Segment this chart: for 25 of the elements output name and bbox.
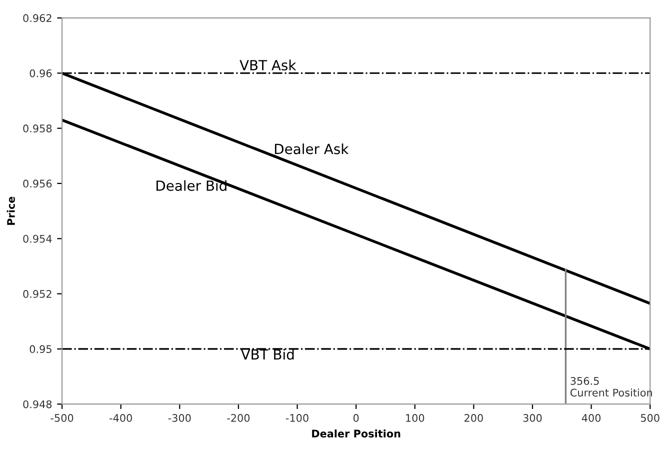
y-tick-label: 0.958 [23,124,52,132]
y-tick-label: 0.954 [23,234,52,243]
x-tick-label: -300 [168,414,191,422]
x-tick-label: -100 [286,414,308,422]
x-tick-label: 400 [582,414,601,422]
y-tick-label: 0.962 [23,14,52,22]
x-tick-label: -400 [110,414,132,422]
x-tick-label: 500 [640,414,660,422]
x-tick-label: 200 [464,414,483,422]
x-tick-label: -500 [50,414,74,422]
ref-line-label: VBT Ask [240,60,296,70]
x-tick-label: -200 [227,414,250,422]
x-axis-title: Dealer Position [312,429,400,438]
x-tick-label: 300 [523,414,542,422]
x-tick-label: 100 [406,414,424,422]
y-axis-title: Price [6,196,15,225]
y-tick-label: 0.952 [23,290,52,298]
y-tick-label: 0.948 [23,400,52,408]
y-tick-label: 0.96 [30,69,52,78]
y-tick-label: 0.956 [23,180,52,188]
annotation: 356.5 Current Position [570,377,652,397]
annotation: Dealer Ask [274,143,349,154]
y-tick-label: 0.95 [30,345,52,354]
x-tick-label: 0 [353,414,359,422]
ref-line-label: VBT Bid [240,348,294,360]
